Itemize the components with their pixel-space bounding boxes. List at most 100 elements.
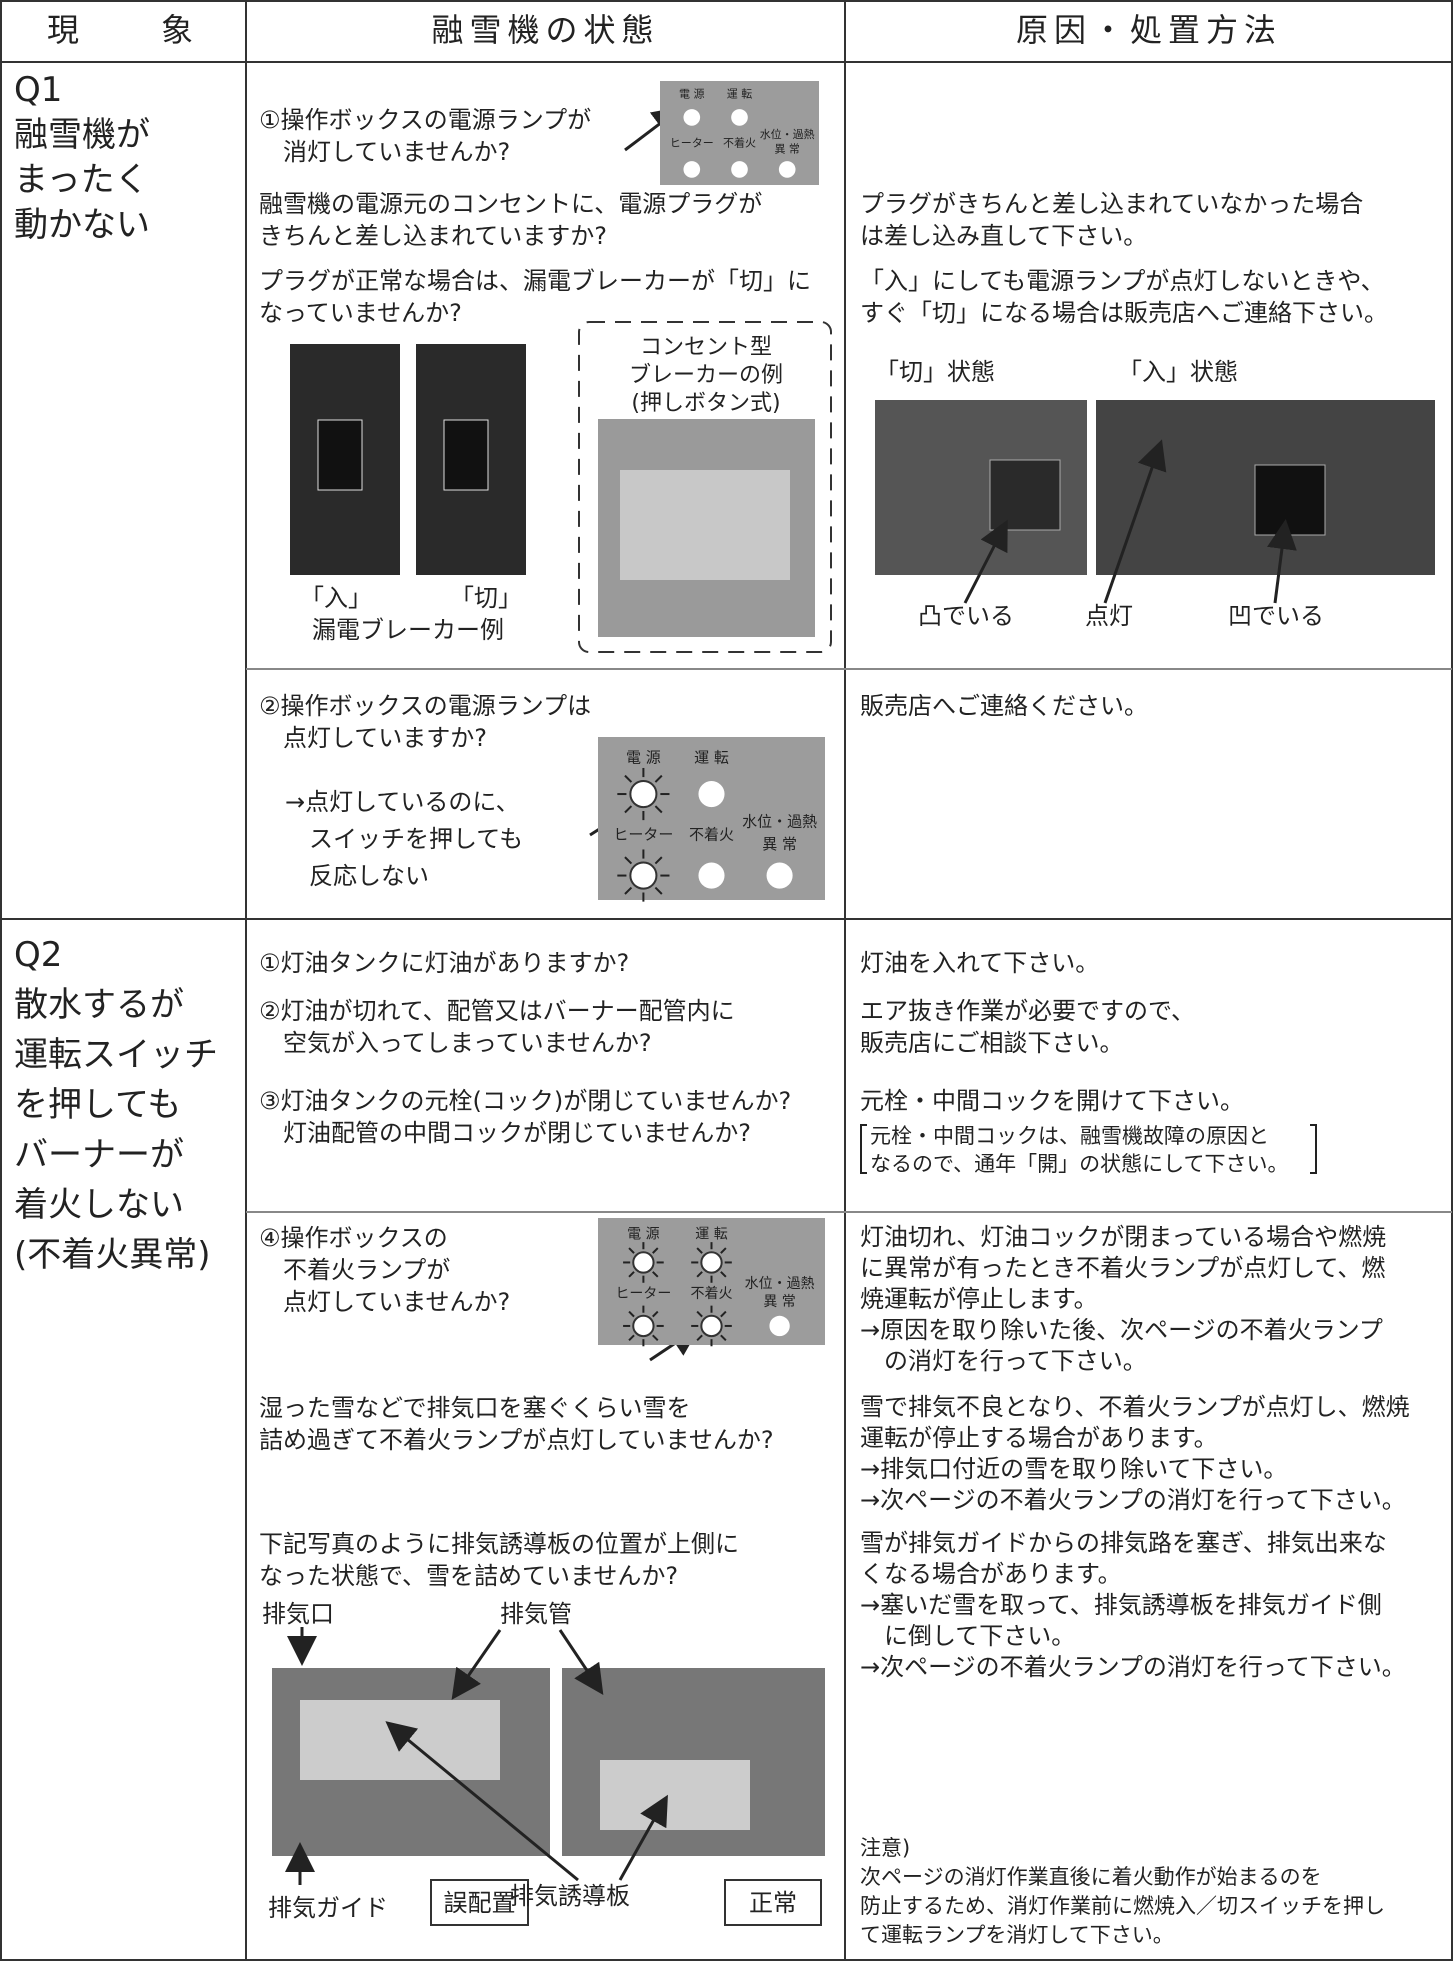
text-line: →点灯しているのに、 bbox=[285, 788, 520, 816]
text-line: を押しても bbox=[14, 1085, 182, 1125]
text-line: 不着火ランプが bbox=[259, 1256, 451, 1284]
note: 元栓・中間コックは、融雪機故障の原因と なるので、通年「開」の状態にして下さい。 bbox=[870, 1122, 1289, 1178]
lamp-label: ヒーター bbox=[670, 136, 714, 149]
note-brackets bbox=[860, 1124, 1317, 1174]
check: 融雪機の電源元のコンセントに、電源プラグが きちんと差し込まれていますか? bbox=[259, 188, 762, 252]
answer: エア抜き作業が必要ですので、 販売店にご相談下さい。 bbox=[860, 995, 1195, 1059]
text-line: 灯油切れ、灯油コックが閉まっている場合や燃焼 bbox=[860, 1223, 1387, 1251]
text-line: に倒して下さい。 bbox=[860, 1622, 1076, 1650]
photo-caption: 正常 bbox=[749, 1889, 797, 1917]
text-line: →塞いだ雪を取って、排気誘導板を排気ガイド側 bbox=[860, 1591, 1382, 1619]
text-line: なるので、通年「開」の状態にして下さい。 bbox=[870, 1152, 1289, 1176]
text-line: 運転が停止する場合があります。 bbox=[860, 1424, 1218, 1452]
text-line: ブレーカーの例 bbox=[628, 363, 783, 388]
lamp-ray bbox=[654, 886, 663, 895]
lamp-label: ヒーター bbox=[613, 825, 673, 843]
lamp-label: 運 転 bbox=[694, 749, 729, 767]
lamp bbox=[683, 109, 701, 126]
text-line: 下記写真のように排気誘導板の位置が上側に bbox=[259, 1530, 739, 1558]
text-line: ③灯油タンクの元栓(コック)が閉じていませんか? bbox=[259, 1087, 792, 1115]
text-line: ④操作ボックスの bbox=[259, 1224, 448, 1252]
header-cell: 融雪機の状態 bbox=[431, 11, 660, 49]
text-line: Q2 bbox=[14, 935, 63, 975]
text-line: Q1 bbox=[14, 70, 63, 110]
lamp bbox=[698, 862, 725, 889]
lamp-ray bbox=[654, 856, 663, 865]
text-line: 焼運転が停止します。 bbox=[860, 1285, 1098, 1313]
lamp-ray bbox=[624, 805, 633, 814]
text-line: プラグがきちんと差し込まれていなかった場合 bbox=[860, 190, 1364, 218]
lamp-ray bbox=[720, 1247, 727, 1254]
caption: 「入」状態 bbox=[1118, 358, 1238, 386]
lamp-ray bbox=[696, 1247, 703, 1254]
photo-caption: 誤配置 bbox=[443, 1889, 516, 1917]
lamp-label: ヒーター bbox=[615, 1286, 671, 1302]
lamp bbox=[731, 109, 748, 126]
lamp-ray bbox=[628, 1310, 635, 1318]
lamp-ray bbox=[652, 1310, 659, 1318]
header-cell: 現 象 bbox=[46, 11, 199, 49]
lamp bbox=[766, 862, 793, 889]
text-line: バーナーが bbox=[14, 1135, 184, 1175]
text-line: 雪が排気ガイドからの排気路を塞ぎ、排気出来な bbox=[860, 1529, 1387, 1557]
note: →点灯しているのに、 スイッチを押しても 反応しない bbox=[285, 784, 523, 895]
lamp-label: 水位・過熱 bbox=[742, 812, 817, 830]
caption: 「切」状態 bbox=[875, 358, 995, 386]
lamp bbox=[700, 1314, 723, 1338]
lamp-panels: 電 源運 転ヒーター 不着火水位・過熱異 常電 源運 転ヒーター 不着火水位・過熱異… bbox=[598, 81, 825, 1347]
text-line: ①操作ボックスの電源ランプが bbox=[259, 106, 592, 134]
text-line: 詰め過ぎて不着火ランプが点灯していませんか? bbox=[259, 1426, 774, 1454]
text-line: 点灯していませんか? bbox=[259, 1288, 511, 1316]
lamp bbox=[683, 161, 701, 178]
photos bbox=[272, 321, 1435, 1926]
text-line: まったく bbox=[14, 160, 149, 200]
lamp bbox=[698, 781, 725, 808]
lamp-label: 電 源 bbox=[626, 749, 661, 767]
lamp-ray bbox=[624, 856, 633, 865]
lamp bbox=[700, 1251, 723, 1274]
lamp-label: 電 源 bbox=[679, 87, 705, 101]
lamp-ray bbox=[628, 1271, 635, 1278]
text-line: は差し込み直して下さい。 bbox=[860, 222, 1148, 250]
text-line: の消灯を行って下さい。 bbox=[860, 1347, 1147, 1375]
q-label: Q2 散水するが 運転スイッチ を押しても バーナーが 着火しない (不着火異常) bbox=[14, 930, 218, 1280]
text-line: 融雪機の電源元のコンセントに、電源プラグが bbox=[259, 190, 763, 218]
lamp bbox=[769, 1315, 790, 1337]
arrows bbox=[285, 106, 1297, 1885]
answer: 販売店へご連絡ください。 bbox=[860, 692, 1148, 720]
caption: 「切」 bbox=[450, 584, 522, 612]
text-line: きちんと差し込まれていますか? bbox=[259, 222, 608, 250]
lamp-ray bbox=[624, 774, 633, 783]
text-line: 消灯していませんか? bbox=[259, 138, 511, 166]
lamp-label: 不着火 bbox=[689, 825, 734, 843]
lamp-ray bbox=[628, 1247, 635, 1254]
text-line: 次ページの消灯作業直後に着火動作が始まるのを bbox=[860, 1865, 1322, 1889]
text-line: に異常が有ったとき不着火ランプが点灯して、燃 bbox=[860, 1254, 1386, 1282]
caption: 漏電ブレーカー例 bbox=[312, 616, 504, 644]
text-line: 注意) bbox=[860, 1836, 911, 1860]
answer: 「入」にしても電源ランプが点灯しないときや、 すぐ「切」になる場合は販売店へご連絡… bbox=[860, 265, 1388, 329]
lamp-label: 異 常 bbox=[774, 143, 800, 156]
answer: 雪で排気不良となり、不着火ランプが点灯し、燃焼 運転が停止する場合があります。 →排… bbox=[860, 1392, 1410, 1516]
text-line: ②操作ボックスの電源ランプは bbox=[259, 692, 592, 720]
lamp-ray bbox=[654, 774, 663, 783]
answer: 灯油を入れて下さい。 bbox=[860, 949, 1100, 977]
lamp-label: 運 転 bbox=[727, 88, 753, 101]
note: コンセント型 ブレーカーの例 (押しボタン式) bbox=[600, 334, 812, 418]
lamp-ray bbox=[696, 1271, 703, 1278]
lamp-ray bbox=[696, 1310, 703, 1318]
q-label: Q1 融雪機が まったく 動かない bbox=[14, 68, 150, 248]
text-line: て運転ランプを消灯して下さい。 bbox=[860, 1923, 1174, 1947]
caption: 凸でいる bbox=[918, 602, 1014, 630]
check: 湿った雪などで排気口を塞ぐくらい雪を 詰め過ぎて不着火ランプが点灯していませんか? bbox=[259, 1392, 774, 1456]
answer: 元栓・中間コックを開けて下さい。 bbox=[860, 1087, 1244, 1115]
text-line: 反応しない bbox=[285, 862, 429, 890]
check: 下記写真のように排気誘導板の位置が上側に なった状態で、雪を詰めていませんか? bbox=[259, 1528, 739, 1592]
text-line: →原因を取り除いた後、次ページの不着火ランプ bbox=[860, 1316, 1383, 1344]
lamp-label: 異 常 bbox=[763, 1294, 795, 1310]
text-line: 融雪機が bbox=[14, 115, 150, 155]
text-line: (不着火異常) bbox=[14, 1235, 211, 1275]
lamp-ray bbox=[720, 1271, 727, 1278]
text-line: 散水するが bbox=[14, 985, 184, 1025]
